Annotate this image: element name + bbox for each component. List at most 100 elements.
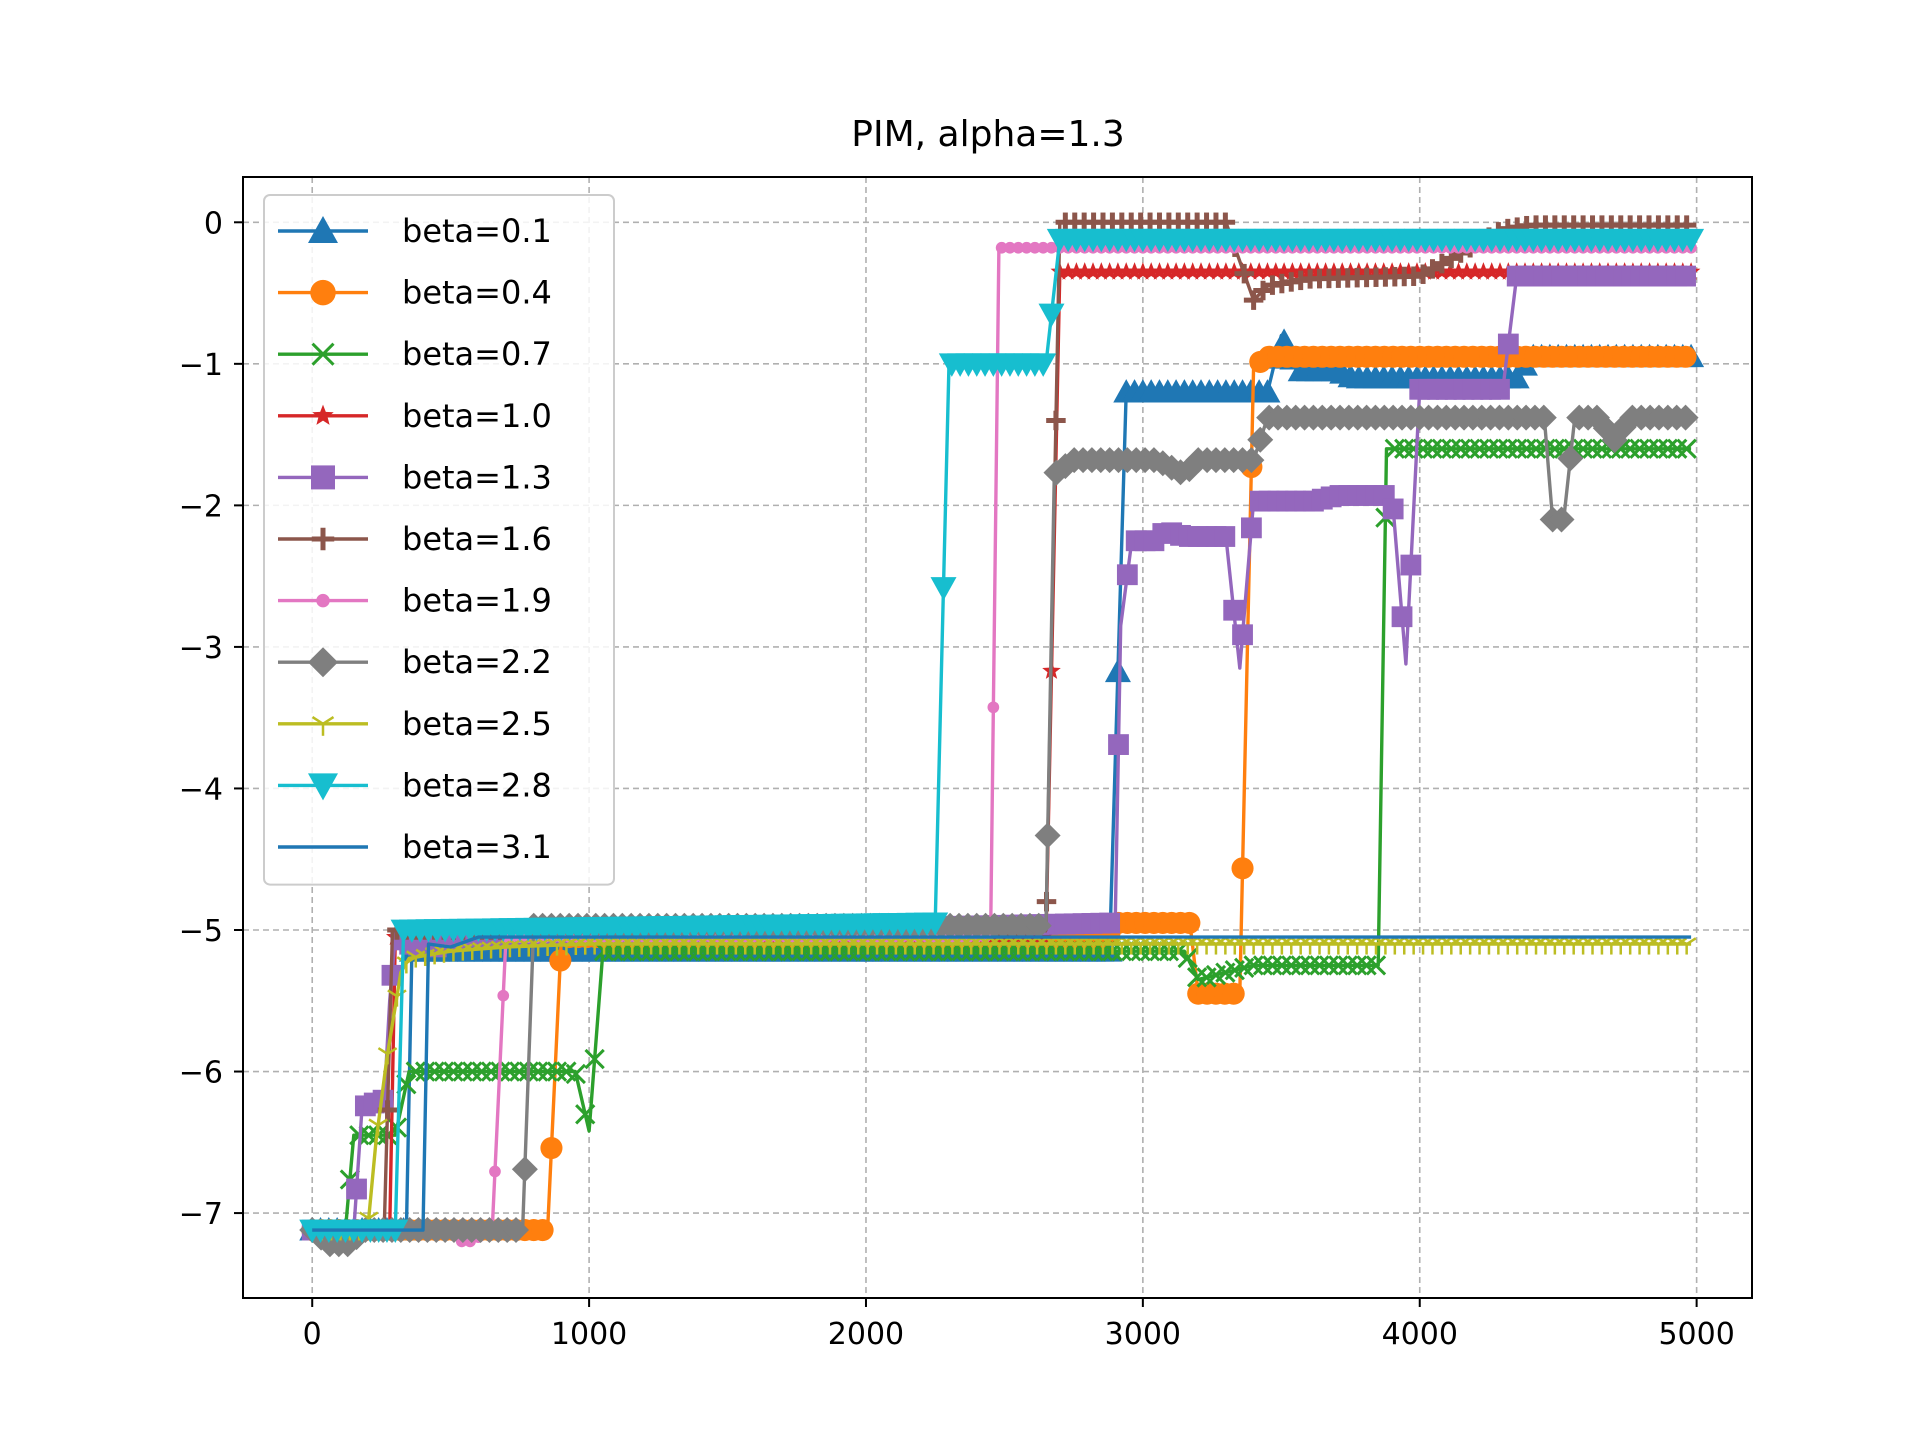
marker-stroke [754,937,765,946]
marker-stroke [1432,937,1443,946]
legend-label: beta=3.1 [402,828,552,866]
marker-stroke [867,937,878,946]
marker-stroke [1225,937,1236,946]
marker-stroke [358,1125,379,1146]
data-point-marker [1478,438,1500,459]
data-point-marker [1231,857,1254,880]
y-tick-label: 0 [204,206,223,241]
data-point-marker [1158,262,1178,280]
marker-stroke [810,937,822,946]
data-point-marker [1247,426,1274,453]
marker-stroke [726,937,737,946]
y-tick-label: −7 [179,1197,223,1232]
data-point-marker [1225,262,1244,280]
marker-stroke [565,1063,586,1085]
marker-stroke [1629,937,1641,946]
data-point-marker [1675,265,1696,287]
data-point-marker [1497,438,1518,459]
marker-stroke [433,947,445,956]
marker-stroke [527,1061,549,1082]
marker-stroke [1563,937,1575,946]
data-point-marker [1648,438,1669,459]
marker-stroke [1112,937,1123,946]
marker-stroke [1441,937,1452,946]
marker-stroke [1272,937,1283,946]
marker-stroke [1516,937,1528,946]
data-point-marker [1382,498,1404,520]
data-point-marker [1177,947,1198,969]
data-point-marker [1191,262,1211,280]
marker-stroke [1017,937,1029,946]
marker-stroke [433,1061,455,1082]
marker-stroke [801,937,812,946]
marker-stroke [405,950,417,959]
marker-stroke [1159,937,1170,946]
marker-stroke [1403,937,1415,946]
data-point-marker [368,1118,388,1136]
data-point-marker [995,241,1008,254]
marker-stroke [791,937,803,946]
data-point-marker [1243,955,1264,976]
marker-stroke [415,948,426,957]
data-point-marker [1422,438,1443,459]
marker-stroke [556,1061,577,1082]
data-point-marker [1356,955,1377,976]
marker-stroke [1667,438,1688,459]
data-point-marker [1503,364,1530,389]
marker-stroke [584,1048,605,1070]
marker-stroke [952,937,963,946]
data-point-marker [540,1136,563,1160]
marker-stroke [1545,937,1556,946]
marker-stroke [1582,438,1603,459]
data-point-marker [1382,262,1402,280]
marker-stroke [999,937,1010,946]
marker-stroke [1620,937,1631,946]
data-point-marker [1440,262,1460,280]
marker-stroke [697,937,709,946]
marker-stroke [1394,438,1415,459]
data-point-marker [1457,262,1477,280]
marker-stroke [1243,955,1264,976]
marker-stroke [970,937,982,946]
marker-stroke [1008,937,1019,946]
data-point-marker [1332,262,1352,280]
legend-item: beta=1.9 [278,582,552,620]
data-point-marker [1459,438,1481,459]
marker-stroke [1620,438,1641,459]
marker-stroke [1685,937,1697,946]
data-point-marker [1216,262,1236,280]
data-point-marker [1045,241,1058,254]
data-point-marker [1324,262,1344,280]
marker-stroke [311,342,335,366]
y-tick-label: −2 [179,489,223,524]
marker-stroke [509,1061,530,1082]
marker-stroke [1177,937,1189,946]
data-point-marker [1075,262,1094,280]
data-point-marker [1582,438,1603,459]
data-point-marker [575,1104,596,1125]
marker-stroke [1328,955,1349,976]
marker-stroke [631,937,643,946]
marker-stroke [518,939,530,948]
marker-stroke [1046,937,1057,946]
marker-stroke [546,1061,568,1082]
marker-stroke [1375,937,1387,946]
data-point-marker [1274,262,1294,280]
marker-stroke [509,939,521,948]
marker-stroke [1629,438,1650,459]
x-tick-label: 1000 [551,1317,627,1352]
data-point-marker [565,1063,586,1085]
marker-stroke [820,937,831,946]
data-point-marker [311,465,335,490]
marker-stroke [1318,955,1340,976]
x-tick-label: 0 [303,1317,322,1352]
data-point-marker [377,1047,398,1065]
marker-stroke [500,939,511,948]
y-tick-label: −4 [179,772,223,807]
data-point-marker [1186,967,1208,988]
y-tick-label: −6 [179,1056,223,1091]
data-point-marker [1067,262,1086,280]
legend-label: beta=1.6 [402,520,552,558]
data-point-marker [1678,228,1705,253]
